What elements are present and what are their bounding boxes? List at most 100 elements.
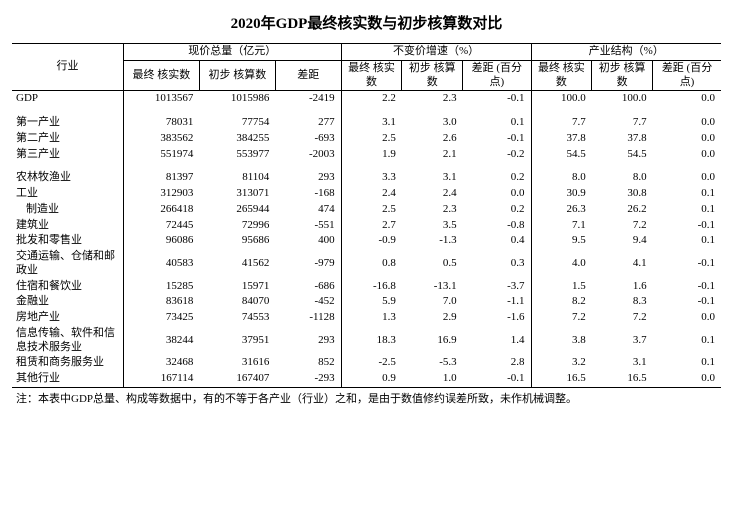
cell: 0.3 [463,249,531,279]
cell: 7.0 [402,294,463,310]
cell: -0.1 [463,131,531,147]
cell: 41562 [199,249,275,279]
col-diff: 差距 [275,60,341,91]
cell: 9.5 [531,233,592,249]
row-label: 工业 [12,186,123,202]
cell: 77754 [199,115,275,131]
cell: 0.5 [402,249,463,279]
cell: 2.3 [402,91,463,107]
cell: -0.1 [653,279,721,295]
cell: 37.8 [531,131,592,147]
cell: 3.7 [592,326,653,356]
cell: 0.1 [463,115,531,131]
row-label: 建筑业 [12,218,123,234]
cell: 1.0 [402,371,463,387]
row-label: 住宿和餐饮业 [12,279,123,295]
cell: 2.8 [463,355,531,371]
cell: 1.3 [341,310,402,326]
cell: 0.0 [653,147,721,163]
cell: -693 [275,131,341,147]
colgroup-value: 现价总量（亿元） [123,44,341,61]
cell: 167407 [199,371,275,387]
cell: 18.3 [341,326,402,356]
cell: 26.2 [592,202,653,218]
table-header: 行业 现价总量（亿元） 不变价增速（%） 产业结构（%） 最终 核实数 初步 核… [12,44,721,91]
row-label: 租赁和商务服务业 [12,355,123,371]
cell: 293 [275,326,341,356]
cell: -2.5 [341,355,402,371]
cell: 16.9 [402,326,463,356]
col-final: 最终 核实数 [531,60,592,91]
cell: 9.4 [592,233,653,249]
cell: 312903 [123,186,199,202]
cell: -979 [275,249,341,279]
cell: 2.4 [341,186,402,202]
cell: 313071 [199,186,275,202]
cell: 0.9 [341,371,402,387]
cell: 8.3 [592,294,653,310]
cell: -5.3 [402,355,463,371]
row-label: 信息传输、软件和信息技术服务业 [12,326,123,356]
cell: 277 [275,115,341,131]
row-label: 第一产业 [12,115,123,131]
cell: 54.5 [531,147,592,163]
cell: 474 [275,202,341,218]
cell: 852 [275,355,341,371]
cell: 100.0 [531,91,592,107]
cell: 40583 [123,249,199,279]
cell: -686 [275,279,341,295]
cell: 0.0 [653,371,721,387]
cell: 0.0 [653,115,721,131]
cell: 1.9 [341,147,402,163]
table-footnote: 注：本表中GDP总量、构成等数据中，有的不等于各产业（行业）之和，是由于数值修约… [12,390,721,406]
cell: -1.6 [463,310,531,326]
cell: 2.3 [402,202,463,218]
cell: 167114 [123,371,199,387]
cell: 8.2 [531,294,592,310]
cell: -1128 [275,310,341,326]
cell: 100.0 [592,91,653,107]
cell: 7.2 [592,310,653,326]
cell: 84070 [199,294,275,310]
cell: 3.8 [531,326,592,356]
cell: 7.1 [531,218,592,234]
cell: 2.2 [341,91,402,107]
cell: 0.2 [463,170,531,186]
cell: 1.6 [592,279,653,295]
cell: 7.7 [592,115,653,131]
cell: 2.5 [341,202,402,218]
cell: 551974 [123,147,199,163]
row-label: 批发和零售业 [12,233,123,249]
cell: 74553 [199,310,275,326]
cell: -1.1 [463,294,531,310]
cell: 7.2 [592,218,653,234]
row-label: 交通运输、仓储和邮政业 [12,249,123,279]
cell: 81397 [123,170,199,186]
cell: 37951 [199,326,275,356]
table-title: 2020年GDP最终核实数与初步核算数对比 [12,12,721,33]
cell: 16.5 [531,371,592,387]
cell: 30.9 [531,186,592,202]
cell: 8.0 [592,170,653,186]
cell: 266418 [123,202,199,218]
cell: 3.1 [341,115,402,131]
cell: 7.2 [531,310,592,326]
cell: -168 [275,186,341,202]
cell: 4.0 [531,249,592,279]
row-label: 第三产业 [12,147,123,163]
cell: 383562 [123,131,199,147]
cell: -0.1 [653,218,721,234]
cell: 0.1 [653,233,721,249]
cell: -0.1 [463,91,531,107]
cell: -13.1 [402,279,463,295]
cell: -16.8 [341,279,402,295]
cell: 16.5 [592,371,653,387]
col-prelim: 初步 核算数 [592,60,653,91]
cell: 5.9 [341,294,402,310]
cell: 0.8 [341,249,402,279]
cell: 3.5 [402,218,463,234]
row-label: 制造业 [12,202,123,218]
cell: 3.2 [531,355,592,371]
row-label: GDP [12,91,123,107]
cell: 293 [275,170,341,186]
